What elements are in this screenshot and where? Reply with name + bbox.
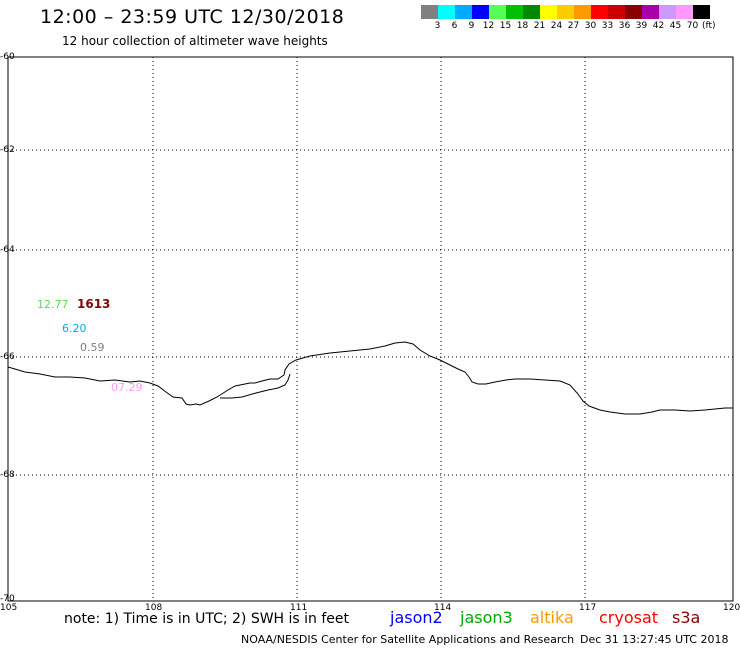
wave-height-label: 12.77 bbox=[37, 298, 69, 311]
satellite-legend-jason2: jason2 bbox=[390, 608, 443, 627]
coastline-inlet bbox=[220, 373, 291, 399]
colorbar-label: 70 bbox=[686, 21, 699, 31]
colorbar-label: 6 bbox=[451, 21, 458, 31]
units-note: note: 1) Time is in UTC; 2) SWH is in fe… bbox=[64, 611, 350, 627]
map-subtitle: 12 hour collection of altimeter wave hei… bbox=[62, 34, 328, 48]
lon-label: 120 bbox=[723, 603, 740, 613]
colorbar-label: 3 bbox=[434, 21, 441, 31]
colorbar-label: 12 bbox=[482, 21, 495, 31]
colorbar-swatch bbox=[438, 5, 455, 19]
colorbar-swatch bbox=[540, 5, 557, 19]
colorbar-swatch bbox=[659, 5, 676, 19]
colorbar-swatch bbox=[676, 5, 693, 19]
colorbar-label: 9 bbox=[468, 21, 475, 31]
colorbar-label: 33 bbox=[601, 21, 614, 31]
coastline bbox=[7, 341, 733, 415]
colorbar-swatch bbox=[421, 5, 438, 19]
colorbar-labels: 3 6 9 12 15 18 21 24 27 30 33 36 39 42 45 70 (ft) bbox=[421, 21, 722, 31]
lon-label: 108 bbox=[145, 603, 163, 613]
colorbar-swatch bbox=[591, 5, 608, 19]
colorbar-label: 39 bbox=[635, 21, 648, 31]
lat-label: -66 bbox=[0, 352, 15, 362]
colorbar-swatch bbox=[455, 5, 472, 19]
colorbar-swatch bbox=[523, 5, 540, 19]
lat-label: -60 bbox=[0, 52, 15, 62]
colorbar-label: 36 bbox=[618, 21, 631, 31]
colorbar-swatch bbox=[574, 5, 591, 19]
colorbar-label: 45 bbox=[669, 21, 682, 31]
colorbar-label: 30 bbox=[584, 21, 597, 31]
wave-height-label: 6.20 bbox=[62, 322, 87, 335]
lat-label: -62 bbox=[0, 145, 15, 155]
colorbar-swatch bbox=[693, 5, 710, 19]
colorbar bbox=[421, 5, 710, 19]
colorbar-label: 24 bbox=[550, 21, 563, 31]
lon-label: 117 bbox=[579, 603, 597, 613]
satellite-legend-altika: altika bbox=[530, 608, 574, 627]
satellite-legend-cryosat: cryosat bbox=[599, 608, 659, 627]
colorbar-swatch bbox=[642, 5, 659, 19]
colorbar-swatch bbox=[557, 5, 574, 19]
lon-label: 114 bbox=[434, 603, 452, 613]
colorbar-swatch bbox=[625, 5, 642, 19]
lat-label: -64 bbox=[0, 245, 15, 255]
lat-label: -68 bbox=[0, 470, 15, 480]
colorbar-swatch bbox=[506, 5, 523, 19]
map-grid bbox=[8, 57, 733, 601]
colorbar-swatch bbox=[489, 5, 506, 19]
colorbar-label: 21 bbox=[533, 21, 546, 31]
map-frame bbox=[7, 56, 734, 602]
colorbar-label: 42 bbox=[652, 21, 665, 31]
wave-height-label: 0.59 bbox=[80, 341, 105, 354]
wave-height-label: 07.29 bbox=[111, 381, 143, 394]
map-title: 12:00 – 23:59 UTC 12/30/2018 bbox=[40, 6, 345, 28]
colorbar-swatch bbox=[472, 5, 489, 19]
lon-label: 105 bbox=[0, 603, 18, 613]
satellite-legend-s3a: s3a bbox=[672, 608, 701, 627]
wave-height-label: 1613 bbox=[77, 297, 111, 311]
colorbar-label: 15 bbox=[499, 21, 512, 31]
colorbar-unit: (ft) bbox=[702, 21, 716, 31]
colorbar-label: 18 bbox=[516, 21, 529, 31]
satellite-legend-jason3: jason3 bbox=[460, 608, 513, 627]
colorbar-label: 27 bbox=[567, 21, 580, 31]
colorbar-swatch bbox=[608, 5, 625, 19]
footer-credit: NOAA/NESDIS Center for Satellite Applica… bbox=[241, 633, 575, 646]
lat-label: -70 bbox=[0, 594, 15, 604]
lon-label: 111 bbox=[290, 603, 308, 613]
footer-timestamp: Dec 31 13:27:45 UTC 2018 bbox=[580, 633, 729, 646]
